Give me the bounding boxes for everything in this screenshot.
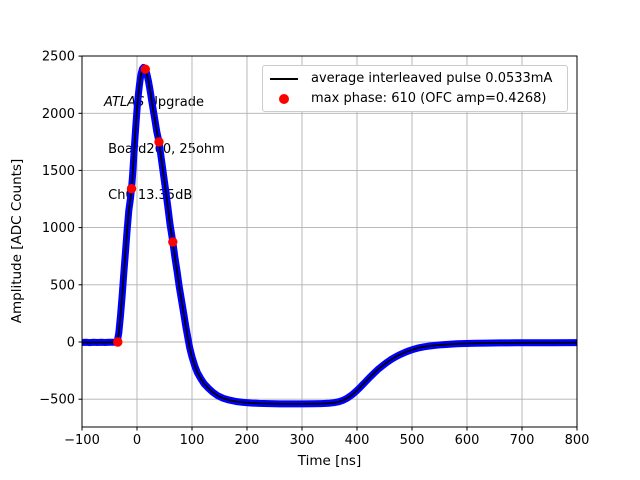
max-phase-marker: [154, 137, 164, 147]
legend: average interleaved pulse 0.0533mA max p…: [262, 65, 568, 112]
max-phase-marker: [126, 184, 137, 194]
y-tick-label: 2000: [42, 107, 75, 122]
max-phase-marker: [140, 64, 150, 74]
y-tick-label: 2500: [42, 50, 75, 65]
x-tick-label: −100: [64, 433, 100, 448]
y-tick-label: −500: [39, 393, 75, 408]
x-tick-label: 800: [565, 433, 590, 448]
x-tick-label: 700: [510, 433, 535, 448]
legend-item-max-phase: max phase: 610 (OFC amp=0.4268): [270, 90, 561, 107]
y-tick-label: 500: [50, 278, 75, 293]
legend-line-sample: [270, 77, 298, 80]
x-tick-label: 200: [235, 433, 260, 448]
x-tick-label: 400: [345, 433, 370, 448]
y-tick-label: 1000: [42, 221, 75, 236]
x-tick-label: 100: [180, 433, 205, 448]
x-tick-label: 600: [455, 433, 480, 448]
x-axis-label: Time [ns]: [297, 453, 362, 469]
annotation-upgrade-text: Upgrade: [144, 95, 204, 110]
annotation-line1: ATLAS Upgrade: [104, 95, 225, 111]
max-phase-marker: [113, 337, 123, 347]
legend-label-average-pulse: average interleaved pulse 0.0533mA: [311, 71, 553, 86]
average-pulse-line: [81, 66, 578, 405]
legend-dot-sample: [270, 93, 298, 104]
legend-item-average-pulse: average interleaved pulse 0.0533mA: [270, 70, 561, 87]
x-tick-label: 0: [133, 433, 141, 448]
y-tick-label: 0: [67, 336, 75, 351]
interleaved-samples-band: [81, 64, 578, 408]
x-tick-label: 300: [290, 433, 315, 448]
max-phase-marker: [168, 237, 178, 247]
axes-frame: [81, 55, 578, 428]
legend-label-max-phase: max phase: 610 (OFC amp=0.4268): [311, 91, 547, 106]
y-tick-label: 1500: [42, 164, 75, 179]
x-tick-label: 500: [400, 433, 425, 448]
